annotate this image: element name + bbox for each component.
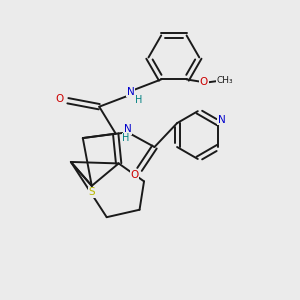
Text: H: H [122,133,130,143]
Text: O: O [130,170,138,180]
Text: O: O [200,77,208,87]
Text: N: N [127,87,134,97]
Text: CH₃: CH₃ [216,76,233,85]
Text: H: H [135,95,142,105]
Text: S: S [88,188,95,197]
Text: N: N [218,115,225,124]
Text: O: O [56,94,64,104]
Text: N: N [124,124,131,134]
